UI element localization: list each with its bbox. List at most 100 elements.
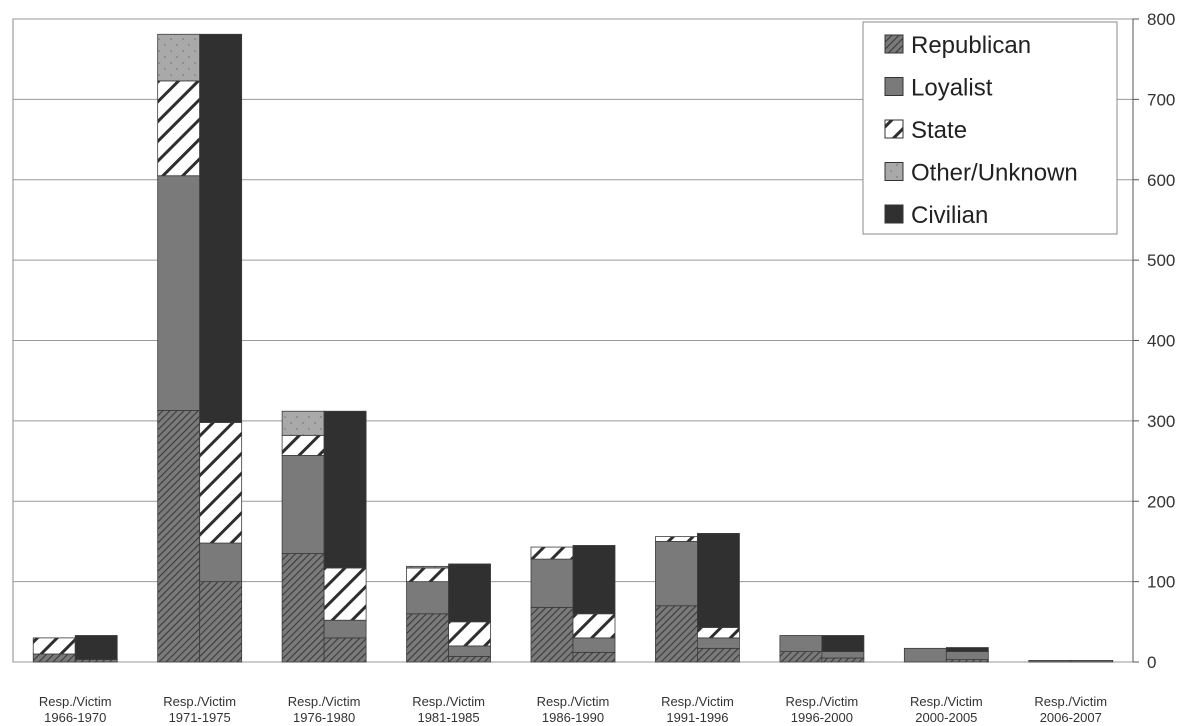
bar-segment-victim-republican xyxy=(199,581,243,663)
x-tick-label: Resp./Victim xyxy=(661,694,734,709)
x-tick-label: 1981-1985 xyxy=(417,710,479,725)
bar-group xyxy=(655,533,740,663)
legend-entry: Civilian xyxy=(911,202,988,229)
legend-swatch xyxy=(884,77,904,96)
bar-segment-victim-state xyxy=(199,422,243,544)
bar-segment-resp-republican xyxy=(281,553,325,663)
bar-segment-victim-civilian xyxy=(323,410,367,569)
legend-entry: Loyalist xyxy=(911,75,993,102)
legend-swatch xyxy=(884,204,904,224)
y-tick-label: 0 xyxy=(1147,653,1156,672)
bar-segment-resp-loyalist xyxy=(903,647,947,663)
bar-segment-resp-other-unknown xyxy=(406,565,449,569)
bar-segment-victim-loyalist xyxy=(448,645,491,657)
bar-segment-victim-loyalist xyxy=(572,637,616,653)
bar-segment-resp-state xyxy=(32,637,76,655)
bar-segment-victim-loyalist xyxy=(821,651,865,659)
bar-group xyxy=(32,635,118,663)
legend-swatch xyxy=(884,34,904,54)
bar-segment-resp-state xyxy=(281,434,325,456)
legend-swatch xyxy=(884,162,904,181)
bar-segment-victim-civilian xyxy=(448,563,491,623)
bar-segment-resp-loyalist xyxy=(157,175,201,411)
bar-segment-resp-state xyxy=(406,567,449,583)
bar-group xyxy=(406,563,491,663)
bar-segment-victim-civilian xyxy=(821,635,865,652)
bar-segment-victim-loyalist xyxy=(1070,659,1114,663)
x-tick-label: 1986-1990 xyxy=(542,710,604,725)
bar-group xyxy=(530,545,616,663)
y-tick-label: 300 xyxy=(1147,412,1175,431)
bar-segment-victim-civilian xyxy=(199,33,243,423)
bar-segment-victim-state xyxy=(697,627,740,639)
bar-segment-resp-other-unknown xyxy=(281,410,325,436)
legend-entry: Republican xyxy=(911,32,1031,59)
x-tick-label: Resp./Victim xyxy=(163,694,236,709)
x-tick-label: 2000-2005 xyxy=(915,710,977,725)
x-axis-labels: Resp./Victim1966-1970Resp./Victim1971-19… xyxy=(39,694,1107,725)
legend-box xyxy=(862,21,1118,235)
bar-segment-victim-loyalist xyxy=(945,651,989,660)
bar-segment-resp-state xyxy=(157,80,201,177)
x-tick-label: 1966-1970 xyxy=(44,710,106,725)
x-tick-label: Resp./Victim xyxy=(288,694,361,709)
legend-swatch xyxy=(884,119,904,139)
bar-segment-resp-republican xyxy=(530,606,574,663)
y-tick-label: 100 xyxy=(1147,573,1175,592)
x-tick-label: 2006-2007 xyxy=(1040,710,1102,725)
bar-group xyxy=(779,635,865,663)
bar-group xyxy=(281,410,367,663)
x-tick-label: Resp./Victim xyxy=(786,694,859,709)
legend-entry: State xyxy=(911,117,967,144)
bar-segment-victim-civilian xyxy=(945,647,989,652)
bar-segment-victim-civilian xyxy=(572,545,616,615)
x-tick-label: 1996-2000 xyxy=(791,710,853,725)
bar-segment-resp-republican xyxy=(406,613,449,663)
bar-segment-victim-republican xyxy=(572,651,616,663)
bar-segment-resp-republican xyxy=(157,410,201,663)
bar-segment-resp-other-unknown xyxy=(157,33,201,82)
x-tick-label: Resp./Victim xyxy=(537,694,610,709)
bar-segment-victim-state xyxy=(323,567,367,621)
bar-segment-resp-loyalist xyxy=(406,581,449,615)
bar-segment-victim-loyalist xyxy=(199,542,243,583)
bar-segment-resp-state xyxy=(530,546,574,560)
bar-segment-resp-republican xyxy=(32,653,76,663)
bar-group xyxy=(157,33,243,663)
bar-segment-victim-republican xyxy=(323,637,367,663)
bar-segment-victim-state xyxy=(572,613,616,639)
bar-segment-resp-loyalist xyxy=(655,541,698,607)
x-tick-label: Resp./Victim xyxy=(412,694,485,709)
bar-segment-resp-republican xyxy=(655,605,698,663)
x-tick-label: 1976-1980 xyxy=(293,710,355,725)
bar-segment-victim-civilian xyxy=(697,533,740,628)
bar-segment-resp-republican xyxy=(779,651,823,663)
x-tick-label: Resp./Victim xyxy=(1034,694,1107,709)
y-tick-label: 800 xyxy=(1147,10,1175,29)
y-tick-label: 400 xyxy=(1147,332,1175,351)
x-tick-label: 1971-1975 xyxy=(169,710,231,725)
bar-segment-resp-loyalist xyxy=(530,558,574,608)
bar-segment-victim-republican xyxy=(448,655,491,663)
x-tick-label: Resp./Victim xyxy=(39,694,112,709)
y-axis: 0 100 200 300 400 500 600 700 800 xyxy=(1132,10,1175,672)
bar-segment-victim-republican xyxy=(697,647,740,663)
bar-segment-victim-civilian xyxy=(74,635,118,660)
bar-group xyxy=(903,647,989,663)
bar-segment-victim-loyalist xyxy=(697,637,740,649)
bar-segment-resp-loyalist xyxy=(281,455,325,554)
legend-entry: Other/Unknown xyxy=(911,160,1078,187)
y-tick-label: 500 xyxy=(1147,251,1175,270)
bar-segment-victim-republican xyxy=(821,657,865,663)
bar-segment-resp-loyalist xyxy=(1028,659,1072,663)
bar-segment-victim-loyalist xyxy=(323,619,367,639)
bar-segment-resp-loyalist xyxy=(779,635,823,652)
bar-group xyxy=(1028,659,1114,663)
x-tick-label: 1991-1996 xyxy=(666,710,728,725)
bars xyxy=(32,33,1114,663)
y-tick-label: 200 xyxy=(1147,492,1175,511)
x-tick-label: Resp./Victim xyxy=(910,694,983,709)
y-tick-label: 600 xyxy=(1147,171,1175,190)
